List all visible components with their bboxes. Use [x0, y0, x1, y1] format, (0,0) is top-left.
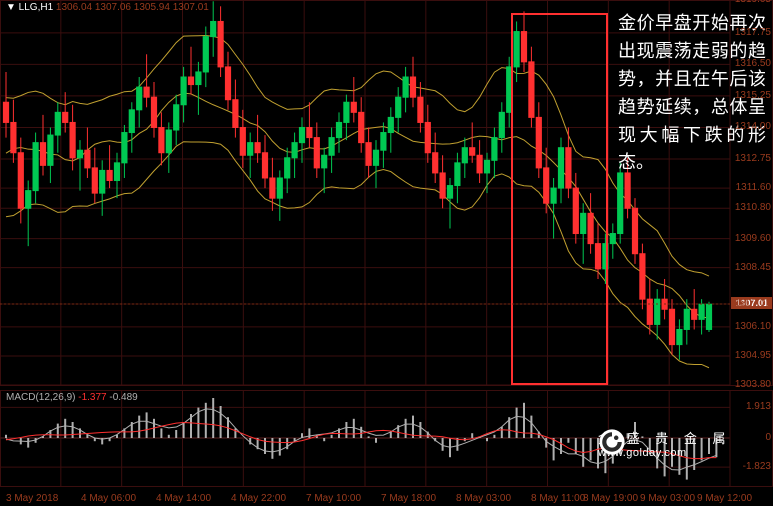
- chart-header: ▼ LLG,H1 1306.04 1307.06 1305.94 1307.01: [6, 2, 209, 13]
- ohlc-label: 1306.04 1307.06 1305.94 1307.01: [56, 2, 209, 13]
- symbol-label: ▼ LLG,H1: [6, 2, 53, 13]
- watermark-logo: 金 盛 贵 金 属 www.golday.com: [598, 428, 731, 459]
- logo-icon: [598, 428, 626, 456]
- macd-header: MACD(12,26,9) -1.377 -0.489: [6, 392, 138, 403]
- chart-screenshot: { "meta": { "width": 773, "height": 506,…: [0, 0, 773, 506]
